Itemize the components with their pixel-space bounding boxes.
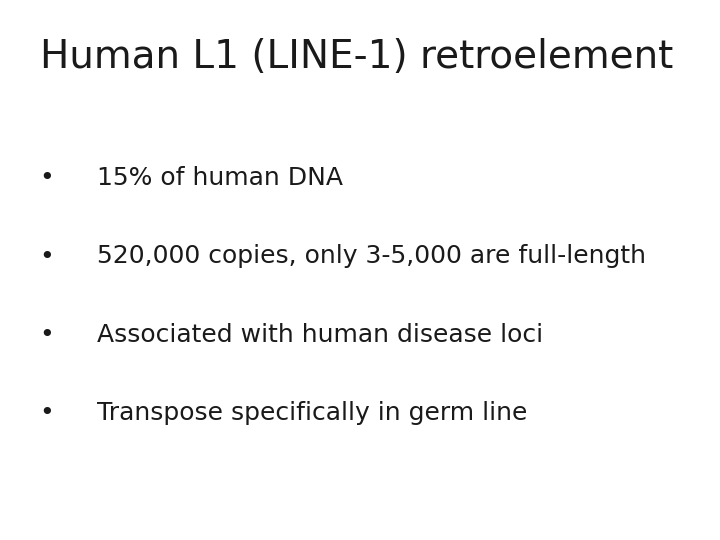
- Text: •: •: [40, 166, 54, 190]
- Text: 520,000 copies, only 3-5,000 are full-length: 520,000 copies, only 3-5,000 are full-le…: [97, 245, 647, 268]
- Text: Transpose specifically in germ line: Transpose specifically in germ line: [97, 401, 528, 425]
- Text: •: •: [40, 323, 54, 347]
- Text: 15% of human DNA: 15% of human DNA: [97, 166, 343, 190]
- Text: •: •: [40, 245, 54, 268]
- Text: Human L1 (LINE-1) retroelement: Human L1 (LINE-1) retroelement: [40, 38, 673, 76]
- Text: Associated with human disease loci: Associated with human disease loci: [97, 323, 544, 347]
- Text: •: •: [40, 401, 54, 425]
